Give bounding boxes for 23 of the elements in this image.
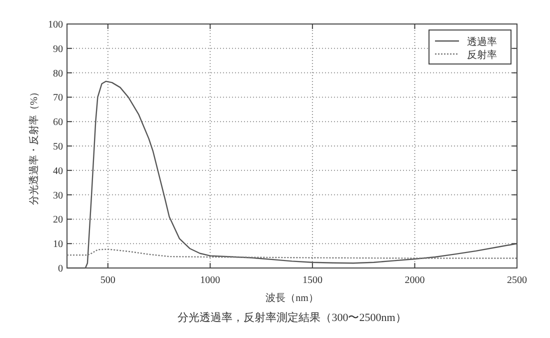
y-tick-label: 20	[53, 214, 63, 226]
y-axis-title: 分光透過率・反射率（%）	[28, 86, 40, 206]
y-tick-label: 60	[53, 117, 63, 128]
x-tick-label: 1000	[200, 275, 220, 286]
x-tick-label: 500	[100, 275, 116, 286]
y-tick-label: 40	[53, 166, 63, 177]
legend-label: 反射率	[467, 49, 497, 61]
y-tick-label: 70	[53, 92, 63, 104]
y-tick-label: 90	[53, 44, 63, 55]
y-tick-label: 50	[53, 142, 63, 152]
y-tick-label: 0	[58, 264, 63, 274]
legend-label: 透過率	[467, 36, 497, 48]
y-tick-label: 10	[53, 239, 63, 250]
line-series	[66, 80, 518, 269]
line-series	[66, 248, 518, 259]
x-tick-label: 1500	[302, 275, 322, 286]
x-tick-label: 2000	[404, 275, 425, 286]
y-tick-label: 80	[53, 68, 63, 80]
y-tick-label: 30	[53, 190, 63, 202]
x-tick-label: 2500	[507, 275, 527, 286]
x-axis-title: 波長（nm）	[266, 292, 318, 304]
text: 分光透過率，反射率測定結果（300〜2500nm）	[178, 311, 406, 324]
y-tick-label: 100	[48, 20, 63, 30]
